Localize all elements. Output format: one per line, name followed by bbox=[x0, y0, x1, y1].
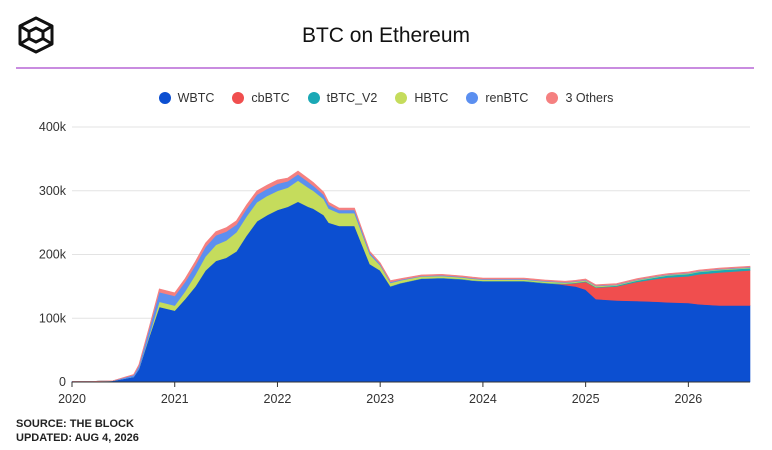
legend-dot-tbtc-v2 bbox=[307, 92, 320, 104]
y-tick-label: 0 bbox=[59, 375, 66, 389]
footer: SOURCE: THE BLOCK UPDATED: AUG 4, 2026 bbox=[16, 417, 139, 445]
axis-layer: 0 100k 200k 300k 400k 2020 2021 2022 2023 2024 202… bbox=[39, 120, 750, 406]
x-tick-label: 2020 bbox=[58, 392, 86, 406]
y-tick-label: 200k bbox=[39, 248, 67, 262]
x-tick-label: 2025 bbox=[572, 392, 600, 406]
x-tick-label: 2026 bbox=[674, 392, 702, 406]
updated-note: UPDATED: AUG 4, 2026 bbox=[16, 432, 139, 444]
legend-label-hbtc: HBTC bbox=[414, 91, 449, 105]
area-layer bbox=[71, 170, 751, 383]
legend-label-tbtc-v2: tBTC_V2 bbox=[326, 91, 378, 105]
x-tick-label: 2021 bbox=[161, 392, 189, 406]
y-tick-label: 300k bbox=[39, 184, 67, 198]
legend-item-3-others[interactable]: 3 Others bbox=[546, 91, 613, 105]
legend-dot-wbtc bbox=[158, 92, 171, 104]
stacked-area-chart: 0 100k 200k 300k 400k 2020 2021 2022 2023 2024 202… bbox=[39, 120, 751, 406]
legend-label-3-others: 3 Others bbox=[565, 91, 614, 105]
y-tick-label: 100k bbox=[39, 311, 67, 325]
legend: WBTC cbBTC tBTC_V2 HBTC renBTC 3 Others bbox=[0, 91, 772, 105]
legend-item-tbtc-v2[interactable]: tBTC_V2 bbox=[307, 91, 378, 105]
legend-item-hbtc[interactable]: HBTC bbox=[395, 91, 448, 105]
legend-item-cbbtc[interactable]: cbBTC bbox=[232, 91, 290, 105]
legend-dot-renbtc bbox=[466, 92, 479, 104]
legend-label-cbbtc: cbBTC bbox=[251, 91, 290, 105]
the-block-logo-icon bbox=[18, 16, 54, 54]
chart-title: BTC on Ethereum bbox=[301, 24, 471, 47]
header: BTC on Ethereum bbox=[0, 0, 772, 69]
y-tick-label: 400k bbox=[39, 120, 67, 134]
legend-dot-cbbtc bbox=[232, 92, 245, 104]
title-divider bbox=[16, 67, 754, 69]
area-3-others bbox=[72, 170, 751, 382]
legend-dot-hbtc bbox=[395, 92, 408, 104]
legend-label-wbtc: WBTC bbox=[177, 91, 215, 105]
legend-item-renbtc[interactable]: renBTC bbox=[466, 91, 528, 105]
legend-dot-3-others bbox=[546, 92, 559, 104]
source-note: SOURCE: THE BLOCK bbox=[16, 418, 134, 430]
x-tick-label: 2024 bbox=[469, 392, 497, 406]
legend-item-wbtc[interactable]: WBTC bbox=[158, 91, 215, 105]
legend-label-renbtc: renBTC bbox=[485, 91, 529, 105]
x-tick-label: 2022 bbox=[264, 392, 292, 406]
x-tick-label: 2023 bbox=[366, 392, 394, 406]
